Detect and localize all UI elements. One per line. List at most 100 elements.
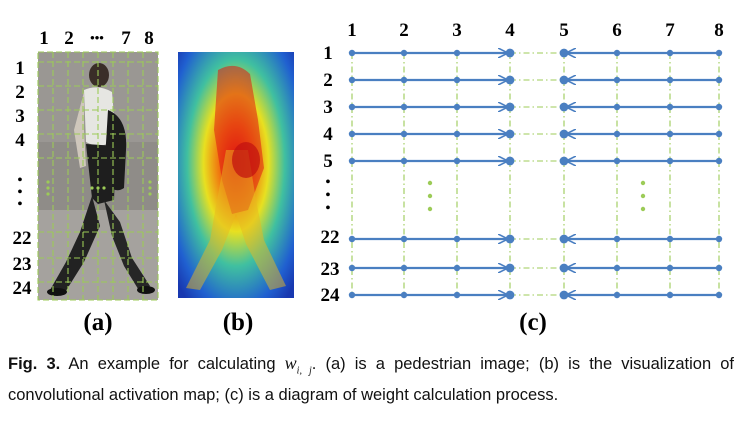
grid-node — [613, 235, 621, 243]
col-label: 7 — [665, 20, 675, 41]
row-label: • — [326, 201, 331, 216]
grid-node — [453, 130, 461, 138]
row-label: 2 — [323, 70, 333, 91]
grid-node — [666, 235, 674, 243]
grid-node — [613, 49, 621, 57]
row-label: • — [18, 185, 23, 200]
col-label: 7 — [121, 28, 131, 49]
grid-node — [348, 291, 356, 299]
grid-node — [348, 157, 356, 165]
row-label: 23 — [13, 254, 32, 275]
col-label: 6 — [612, 20, 622, 41]
grid-node — [400, 76, 408, 84]
grid-node — [348, 130, 356, 138]
panel-a-column-labels: 1 2 ••• 7 8 — [39, 28, 154, 49]
grid-node — [453, 103, 461, 111]
grid-node — [505, 263, 515, 273]
grid-node — [666, 49, 674, 57]
row-label: • — [18, 173, 23, 188]
ellipsis-dot — [640, 206, 646, 212]
grid-node — [559, 129, 569, 139]
grid-node — [453, 157, 461, 165]
panel-b: (b) — [178, 52, 294, 336]
grid-node — [715, 264, 723, 272]
ellipsis-dot — [640, 193, 646, 199]
col-label: 2 — [399, 20, 409, 41]
row-label: 5 — [323, 151, 333, 172]
grid-node — [505, 48, 515, 58]
grid-node — [613, 103, 621, 111]
grid-node — [453, 264, 461, 272]
row-label: 2 — [15, 82, 25, 103]
grid-node — [559, 48, 569, 58]
row-label: • — [18, 197, 23, 212]
grid-node — [559, 75, 569, 85]
panel-a-row-labels: 1 2 3 4 • • • 22 23 24 — [13, 58, 33, 299]
col-label: 5 — [559, 20, 569, 41]
grid-node — [505, 102, 515, 112]
grid-node — [348, 235, 356, 243]
col-label: 3 — [452, 20, 462, 41]
figure-3: 1 2 ••• 7 8 1 2 3 4 • • • 22 23 24 — [13, 20, 724, 336]
row-label: 4 — [15, 130, 25, 151]
panel-label: (b) — [223, 309, 254, 336]
pedestrian-image — [37, 51, 159, 301]
row-label: 24 — [13, 278, 33, 299]
grid-node — [400, 103, 408, 111]
grid-node — [400, 49, 408, 57]
grid-node — [505, 156, 515, 166]
grid-node — [613, 264, 621, 272]
grid-node — [400, 291, 408, 299]
grid-node — [505, 234, 515, 244]
row-label: 1 — [323, 43, 333, 64]
col-label: 8 — [714, 20, 724, 41]
grid-node — [715, 235, 723, 243]
grid-node — [559, 290, 569, 300]
grid-node — [715, 157, 723, 165]
row-label: 24 — [321, 285, 341, 306]
ellipsis-dot — [640, 180, 646, 186]
panel-label: (c) — [519, 309, 547, 336]
row-label: 1 — [15, 58, 25, 79]
grid-node — [453, 291, 461, 299]
grid-node — [400, 157, 408, 165]
grid-node — [666, 291, 674, 299]
panel-c-column-labels: 1 2 3 4 5 6 7 8 — [347, 20, 724, 41]
row-label: 3 — [323, 97, 333, 118]
panel-c-lines — [348, 48, 723, 300]
col-label: 1 — [347, 20, 357, 41]
panel-a: 1 2 ••• 7 8 1 2 3 4 • • • 22 23 24 — [13, 28, 159, 336]
col-label: 8 — [144, 28, 154, 49]
grid-node — [715, 130, 723, 138]
caption-variable: w — [284, 353, 297, 373]
row-label: 22 — [321, 227, 340, 248]
panel-label: (a) — [83, 309, 112, 336]
panel-c: 1 2 3 4 5 6 7 8 1 2 3 4 5 • • • 22 23 24… — [321, 20, 724, 336]
col-label: 1 — [39, 28, 49, 49]
grid-node — [400, 264, 408, 272]
grid-node — [715, 103, 723, 111]
grid-node — [400, 130, 408, 138]
grid-node — [613, 130, 621, 138]
caption-variable-subscript: i, j — [296, 365, 312, 377]
col-label: ••• — [90, 30, 104, 45]
col-label: 2 — [64, 28, 74, 49]
grid-node — [348, 76, 356, 84]
figure-label: Fig. 3. — [8, 355, 61, 373]
grid-node — [505, 290, 515, 300]
ellipsis-dot — [427, 206, 433, 212]
ellipsis-dot — [427, 180, 433, 186]
grid-node — [666, 130, 674, 138]
grid-node — [559, 263, 569, 273]
grid-node — [559, 102, 569, 112]
figure-caption: Fig. 3. An example for calculating wi, j… — [8, 351, 734, 408]
grid-node — [666, 76, 674, 84]
caption-text-before: An example for calculating — [68, 355, 285, 373]
grid-node — [666, 264, 674, 272]
row-label: • — [326, 188, 331, 203]
grid-node — [666, 157, 674, 165]
col-label: 4 — [505, 20, 515, 41]
grid-node — [400, 235, 408, 243]
row-label: • — [326, 175, 331, 190]
grid-node — [715, 291, 723, 299]
